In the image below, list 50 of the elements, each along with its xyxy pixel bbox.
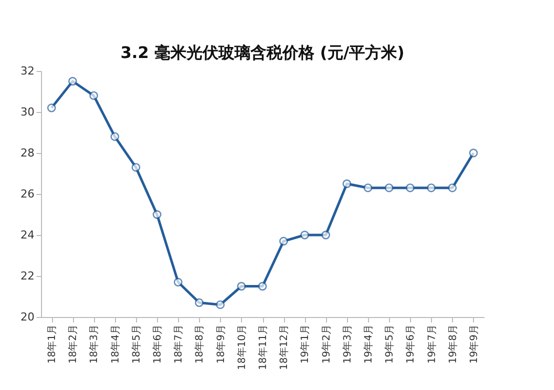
x-tick-label: 18年10月	[236, 324, 248, 370]
point	[47, 104, 56, 112]
point	[469, 148, 478, 158]
y-tick-label: 26	[20, 188, 34, 200]
chart-title: 3.2 毫米光伏玻璃含税价格 (元/平方米)	[120, 43, 404, 62]
x-tick-label: 18年7月	[172, 324, 185, 364]
x-tick-label: 18年6月	[152, 324, 164, 364]
point	[68, 76, 77, 86]
x-tick-label: 19年5月	[384, 324, 396, 364]
point	[174, 278, 182, 286]
y-tick-label: 20	[20, 310, 34, 324]
x-tick-label: 19年2月	[320, 324, 332, 364]
x-tick-label: 18年3月	[88, 324, 100, 364]
point	[448, 184, 457, 192]
point	[426, 184, 436, 192]
point	[342, 179, 352, 188]
point	[152, 210, 162, 219]
x-tick-label: 19年4月	[362, 324, 374, 364]
point	[216, 300, 225, 310]
point	[132, 163, 140, 172]
x-tick-label: 18年4月	[109, 324, 122, 364]
point	[89, 91, 98, 100]
x-tick-label: 18年5月	[130, 324, 142, 364]
x-tick-label: 18年2月	[67, 324, 80, 364]
x-tick-label: 18年9月	[214, 324, 227, 364]
point	[279, 236, 288, 246]
point	[258, 282, 267, 291]
y-tick-label: 28	[20, 146, 34, 160]
x-tick-label: 18年11月	[257, 324, 269, 370]
y-tick-label: 22	[20, 270, 34, 282]
y-tick-label: 30	[20, 106, 34, 118]
x-tick-label: 19年7月	[426, 324, 438, 364]
x-tick-label: 19年1月	[299, 324, 312, 364]
x-tick-label: 19年6月	[404, 324, 417, 364]
point	[237, 282, 246, 291]
x-tick-label: 18年1月	[46, 324, 58, 364]
x-tick-label: 19年9月	[468, 324, 480, 364]
point	[384, 184, 394, 192]
x-tick-label: 18年12月	[278, 324, 290, 370]
point	[110, 132, 120, 141]
point	[321, 230, 330, 240]
point	[194, 298, 204, 307]
x-tick-label: 19年3月	[341, 324, 354, 364]
point	[406, 184, 415, 192]
y-tick-label: 24	[20, 228, 34, 242]
point	[300, 230, 310, 240]
x-tick-label: 19年8月	[446, 324, 459, 364]
point	[364, 184, 372, 192]
x-tick-label: 18年8月	[194, 324, 206, 364]
y-tick-label: 32	[20, 64, 34, 78]
